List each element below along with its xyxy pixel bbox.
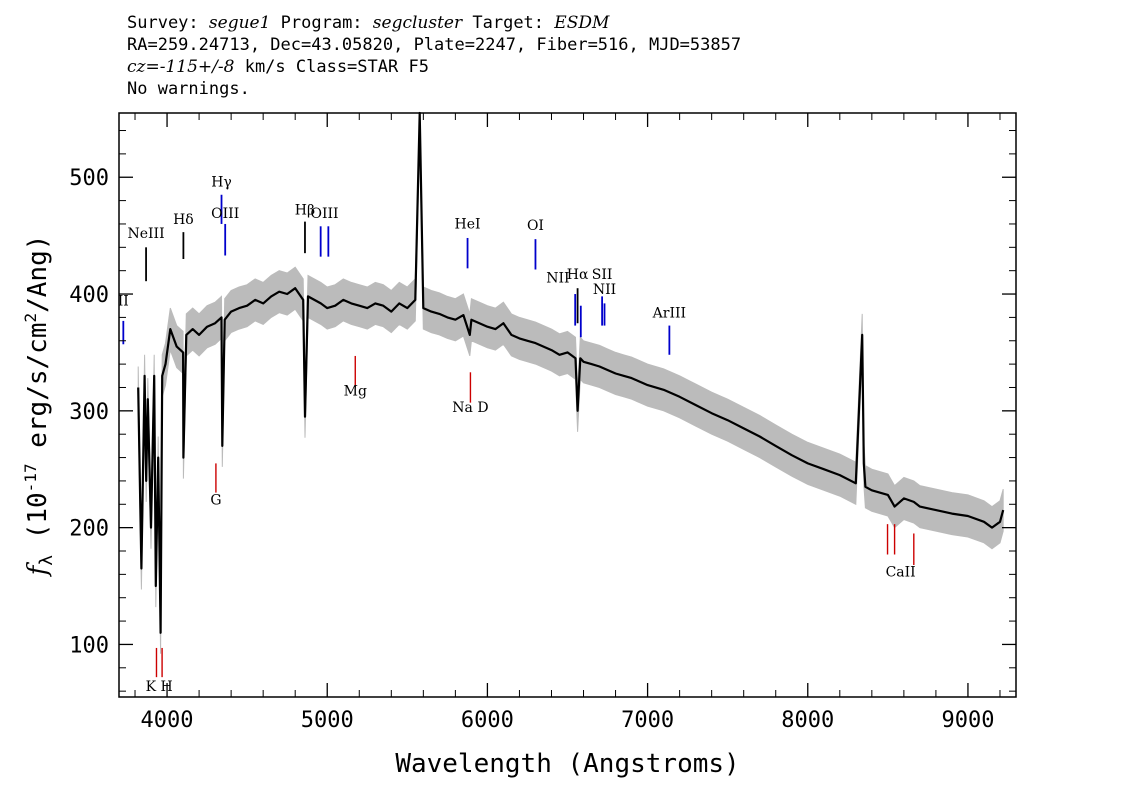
target-value: ESDM [554,13,610,33]
plot-frame [118,112,1017,698]
flux-series-layer [137,111,1005,634]
flux-line [137,111,1005,634]
y-axis-label-part: -17 [21,463,40,492]
header-line-1: Survey: segue1 Program: segcluster Targe… [127,12,741,34]
x-tick-label: 7000 [621,708,674,733]
header-line-3: cz=-115+/-8 km/s Class=STAR F5 [127,56,741,78]
spectral-line-label: HeI [455,217,481,233]
spectral-line-label: Mg [344,384,367,400]
y-axis-label: fλ (10-17 erg/s/cm2/Ang) [21,235,57,578]
y-axis-label-part: 2 [21,313,40,323]
y-axis-label-part: erg/s/cm [23,323,53,464]
spectral-line-label: Hδ [173,212,194,228]
spectral-line-label: Hγ [211,175,232,191]
spectral-line-label: NII [593,282,616,298]
cz-label: cz= [127,57,160,77]
spectral-line-label: Na D [452,400,488,416]
spectral-line-label: NeIII [127,226,164,242]
y-axis-label-part: /Ang) [23,235,53,313]
y-tick-label: 100 [69,633,109,658]
error-band [137,112,1004,654]
y-axis-label-part: (10 [23,492,53,555]
x-axis-label: Wavelength (Angstroms) [395,749,739,779]
y-tick-label: 300 [69,400,109,425]
spectral-line-label: K H [146,679,173,695]
survey-label: Survey: [127,13,199,33]
target-label: Target: [472,13,545,33]
spectral-line-label: ArIII [652,305,686,321]
spectral-line-label: Hβ [295,203,315,219]
spectral-line-label: OIII [310,206,338,222]
header-line-2: RA=259.24713, Dec=43.05820, Plate=2247, … [127,35,742,55]
cz-rest: km/s Class=STAR F5 [234,57,429,77]
y-tick-label: 200 [69,517,109,542]
y-axis-label-part: λ [36,555,57,566]
x-tick-label: 5000 [301,708,354,733]
y-tick-label: 500 [69,166,109,191]
header-line-4: No warnings. [127,79,250,99]
error-band-layer [137,112,1004,654]
program-value: segcluster [372,13,463,33]
axis-ticks-layer: 4000 5000 6000 7000 8000 9000 100 200 300 400 500 [69,113,1016,733]
spectral-line-label: G [210,492,221,508]
x-tick-label: 8000 [781,708,834,733]
spectral-lines-layer [122,194,915,678]
x-tick-label: 4000 [141,708,194,733]
spectral-line-label: SII [592,267,613,283]
spectral-line-label: Hα [567,267,589,283]
spectrum-header: Survey: segue1 Program: segcluster Targe… [127,12,741,100]
spectral-line-label: NII [546,270,569,286]
spectral-line-label: II [118,294,129,310]
spectral-line-label: CaII [886,565,916,581]
cz-value: -115+/-8 [159,57,235,77]
x-tick-label: 6000 [461,708,514,733]
survey-value: segue1 [208,13,271,33]
program-label: Program: [280,13,363,33]
x-tick-label: 9000 [941,708,994,733]
spectral-line-label: OIII [211,206,239,222]
y-tick-label: 400 [69,283,109,308]
spectral-line-label: OI [527,218,544,234]
